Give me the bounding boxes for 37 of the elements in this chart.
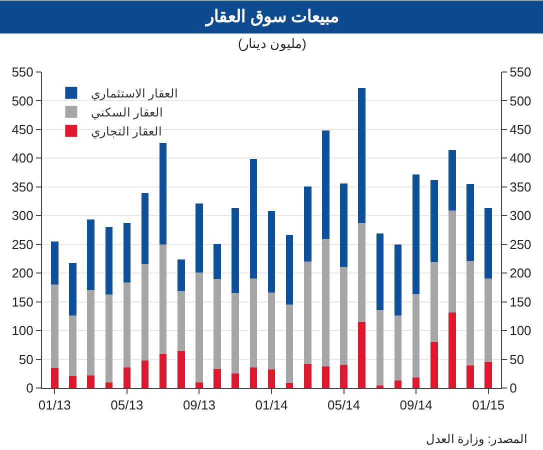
x-tick-label: 05/14 <box>328 398 360 413</box>
text: المصدر: وزارة العدل <box>426 432 528 446</box>
chart-title: مبيعات سوق العقار <box>204 7 340 27</box>
y-tick-label: 400 <box>12 150 34 166</box>
y2-tick-label: 200 <box>510 266 532 281</box>
y2-tick-label: 450 <box>510 122 532 137</box>
y2-tick-label: 500 <box>510 93 532 108</box>
y-tick-label: 500 <box>12 93 34 108</box>
chart-subtitle: (مليون دينار) <box>238 36 306 52</box>
x-tick-label: 01/14 <box>255 398 288 413</box>
y-tick-label: 300 <box>12 208 34 224</box>
x-tick-label: 09/13 <box>182 398 216 413</box>
y-tick-label: 0 <box>26 380 34 396</box>
x-tick-label: 09/14 <box>400 398 432 413</box>
legend-label: العقار التجاري <box>91 124 162 138</box>
y2-tick-label: 50 <box>510 352 524 367</box>
y2-tick-label: 400 <box>510 150 532 166</box>
x-tick-label: 01/13 <box>38 398 71 413</box>
y-tick-label: 450 <box>12 122 34 137</box>
y-tick-label: 200 <box>12 266 34 281</box>
y-tick-label: 150 <box>12 294 34 310</box>
y2-tick-label: 0 <box>510 380 517 396</box>
y-tick-label: 550 <box>12 64 34 80</box>
y2-tick-label: 250 <box>510 236 532 252</box>
y-tick-label: 250 <box>12 236 34 252</box>
x-tick-label: 05/13 <box>110 398 144 413</box>
x-tick-label: 01/15 <box>472 398 505 413</box>
y-tick-label: 50 <box>18 352 34 367</box>
y-tick-label: 350 <box>12 179 34 194</box>
y2-tick-label: 100 <box>510 323 532 338</box>
legend-label: العقار الاستثماري <box>91 86 178 100</box>
y-tick-label: 100 <box>12 323 34 338</box>
legend-label: العقار السكني <box>91 106 163 120</box>
y2-tick-label: 350 <box>510 179 532 194</box>
y2-tick-label: 550 <box>510 64 532 80</box>
y2-tick-label: 150 <box>510 294 532 310</box>
y2-tick-label: 300 <box>510 208 532 224</box>
